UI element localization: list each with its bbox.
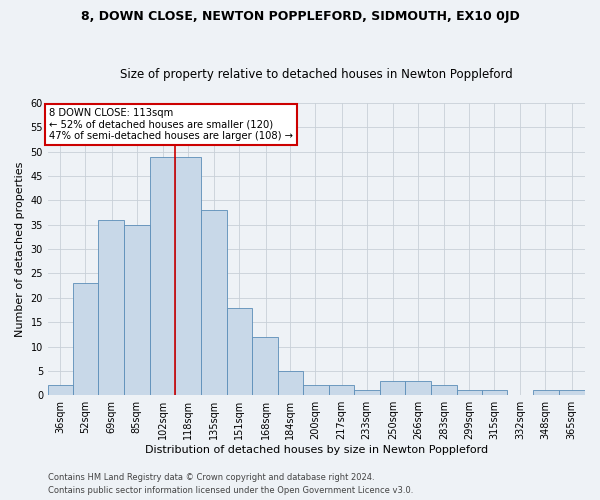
Bar [559, 390, 585, 395]
Title: Size of property relative to detached houses in Newton Poppleford: Size of property relative to detached ho… [120, 68, 513, 81]
Bar [124, 225, 150, 395]
Text: 8, DOWN CLOSE, NEWTON POPPLEFORD, SIDMOUTH, EX10 0JD: 8, DOWN CLOSE, NEWTON POPPLEFORD, SIDMOU… [80, 10, 520, 23]
Bar [201, 210, 227, 395]
Bar [175, 156, 201, 395]
Bar [73, 283, 98, 395]
Bar [457, 390, 482, 395]
Bar [482, 390, 507, 395]
Bar [329, 386, 354, 395]
Bar [150, 156, 175, 395]
Text: Contains HM Land Registry data © Crown copyright and database right 2024.
Contai: Contains HM Land Registry data © Crown c… [48, 474, 413, 495]
Bar [431, 386, 457, 395]
Bar [227, 308, 253, 395]
Bar [533, 390, 559, 395]
Bar [380, 380, 406, 395]
Bar [303, 386, 329, 395]
X-axis label: Distribution of detached houses by size in Newton Poppleford: Distribution of detached houses by size … [145, 445, 488, 455]
Y-axis label: Number of detached properties: Number of detached properties [15, 162, 25, 337]
Bar [98, 220, 124, 395]
Bar [406, 380, 431, 395]
Text: 8 DOWN CLOSE: 113sqm
← 52% of detached houses are smaller (120)
47% of semi-deta: 8 DOWN CLOSE: 113sqm ← 52% of detached h… [49, 108, 293, 141]
Bar [48, 386, 73, 395]
Bar [253, 337, 278, 395]
Bar [278, 371, 303, 395]
Bar [354, 390, 380, 395]
